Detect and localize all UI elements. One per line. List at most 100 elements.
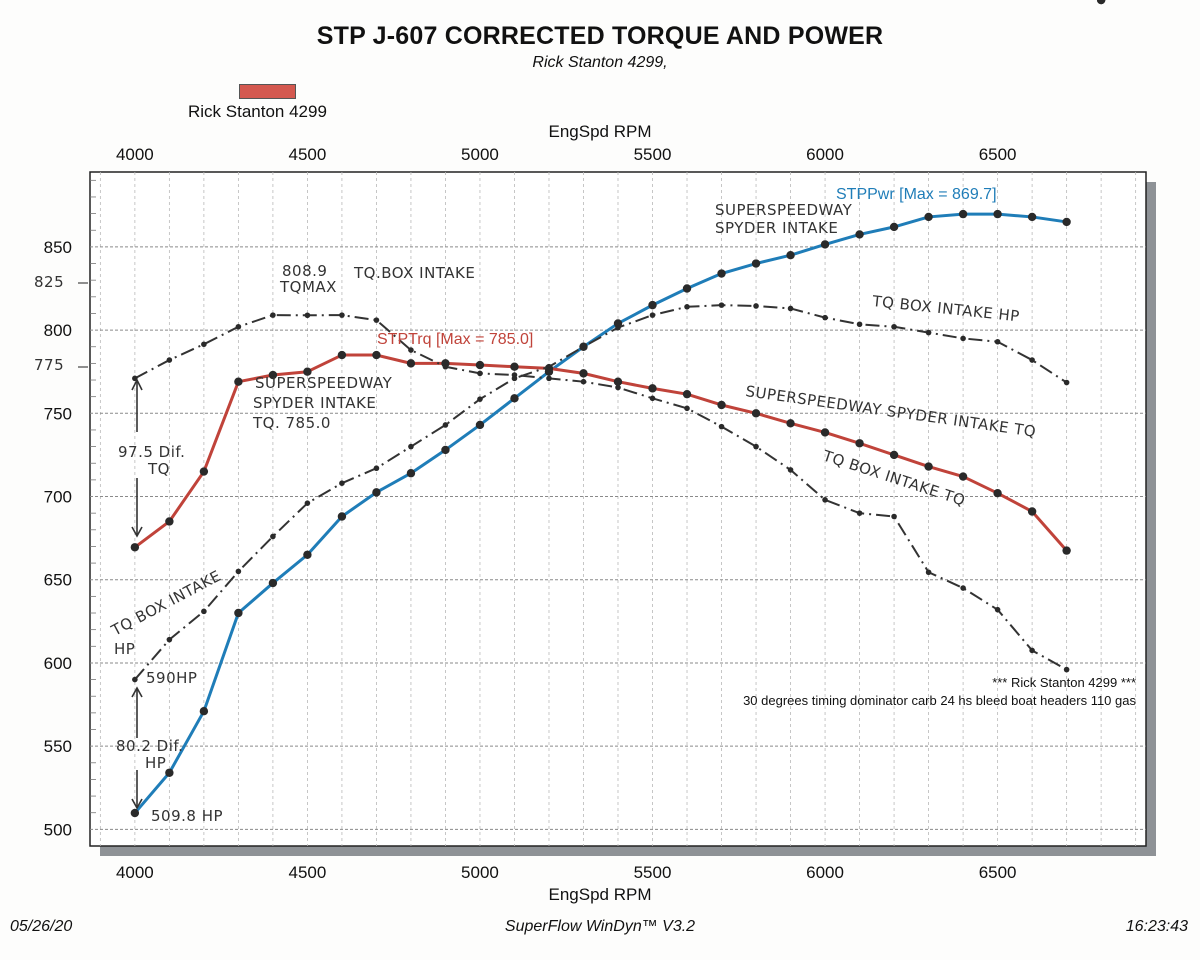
legend-swatch	[239, 84, 296, 99]
note-line1: *** Rick Stanton 4299 ***	[992, 675, 1136, 690]
data-point	[649, 312, 656, 318]
data-point	[615, 324, 621, 331]
data-point	[682, 389, 692, 399]
annotation-ss-power-line2: SPYDER INTAKE	[715, 219, 838, 237]
power-series-label: STPPwr [Max = 869.7]	[836, 186, 997, 203]
torque-series-label: STPTrq [Max = 785.0]	[377, 331, 533, 348]
chart-title: STP J-607 CORRECTED TORQUE AND POWER	[316, 22, 884, 50]
data-point	[753, 303, 759, 309]
y-tick-label: 700	[44, 488, 72, 507]
y-tick-label: 800	[44, 321, 72, 340]
annotation-ss-tq-line3: TQ. 785.0	[252, 414, 331, 432]
data-point	[304, 500, 311, 506]
annotation-tqmax-label: TQMAX	[279, 278, 337, 296]
data-point	[475, 420, 485, 430]
data-point	[993, 488, 1002, 498]
data-point	[751, 259, 761, 268]
data-point	[717, 400, 726, 410]
data-point	[820, 428, 830, 437]
annotation-tqbox-intake: TQ.BOX INTAKE	[353, 264, 475, 282]
annotation-509hp: 509.8 HP	[151, 807, 223, 825]
data-point	[546, 363, 552, 370]
data-point	[891, 513, 897, 520]
data-point	[1063, 666, 1070, 673]
x-tick-label-bottom: 6000	[806, 863, 844, 882]
data-point	[924, 462, 933, 471]
data-point	[580, 378, 587, 385]
data-point	[958, 209, 968, 219]
data-point	[477, 370, 483, 377]
data-point	[268, 370, 278, 380]
data-point	[199, 707, 209, 716]
data-point	[130, 808, 140, 818]
annotation-dif-tq-line1: 97.5 Dif.	[118, 443, 185, 461]
data-point	[856, 321, 863, 328]
data-point	[958, 472, 968, 481]
data-point	[960, 335, 966, 342]
annotation-590hp: 590HP	[146, 669, 197, 687]
data-point	[337, 350, 347, 360]
y-tick-label: 600	[44, 654, 72, 673]
data-point	[337, 512, 347, 521]
x-tick-label-top: 4500	[288, 145, 326, 164]
x-axis-title-top: EngSpd RPM	[548, 122, 652, 141]
data-point	[822, 497, 828, 503]
data-point	[408, 443, 414, 450]
dif-hp-arrow	[131, 686, 143, 810]
data-point	[406, 469, 416, 478]
data-point	[889, 222, 899, 232]
dif-tq-arrow	[131, 378, 143, 538]
data-point	[303, 550, 312, 559]
data-point	[408, 347, 414, 353]
footer-time: 16:23:43	[1125, 918, 1188, 935]
data-point	[1062, 546, 1071, 555]
chart-subtitle: Rick Stanton 4299,	[532, 54, 668, 71]
annotation-dif-hp-line1: 80.2 Dif.	[116, 737, 183, 755]
data-point	[546, 375, 552, 382]
data-point	[787, 305, 794, 312]
data-point	[960, 585, 966, 591]
data-point	[579, 369, 588, 378]
y-tick-label: 650	[44, 571, 72, 590]
data-point	[441, 445, 450, 455]
footer-date: 05/26/20	[10, 918, 73, 935]
data-point	[786, 251, 795, 260]
data-point	[201, 608, 207, 615]
data-point	[406, 359, 416, 368]
x-tick-label-top: 6500	[979, 145, 1017, 164]
data-point	[373, 465, 380, 472]
data-point	[1027, 507, 1037, 516]
grid	[90, 172, 1146, 846]
data-point	[442, 363, 449, 370]
data-point	[718, 302, 725, 308]
x-tick-label-top: 5500	[634, 145, 672, 164]
data-point	[235, 323, 242, 330]
y-tick-label: 850	[44, 238, 72, 257]
data-point	[268, 578, 278, 588]
data-point	[993, 209, 1002, 219]
data-point	[648, 300, 657, 310]
annotation-y-775: 775	[34, 356, 64, 374]
data-point	[1029, 357, 1035, 363]
data-point	[751, 409, 761, 418]
data-point	[304, 312, 311, 319]
data-point	[855, 230, 864, 239]
series-line-1	[133, 353, 1068, 552]
data-point	[753, 443, 759, 450]
data-point	[786, 419, 795, 428]
data-point	[166, 636, 173, 643]
data-point	[925, 329, 932, 336]
series-line-0	[133, 212, 1067, 815]
annotation-ss-power-line1: SUPERSPEEDWAY	[715, 201, 853, 219]
data-point	[649, 395, 656, 402]
x-tick-label-top: 4000	[116, 145, 154, 164]
x-tick-label-bottom: 5000	[461, 863, 499, 882]
data-point	[201, 341, 207, 348]
data-point	[132, 676, 138, 683]
data-point	[648, 384, 657, 393]
data-point	[373, 317, 380, 323]
y-tick-label: 750	[44, 404, 72, 423]
data-point	[510, 362, 519, 371]
data-point	[372, 488, 381, 497]
